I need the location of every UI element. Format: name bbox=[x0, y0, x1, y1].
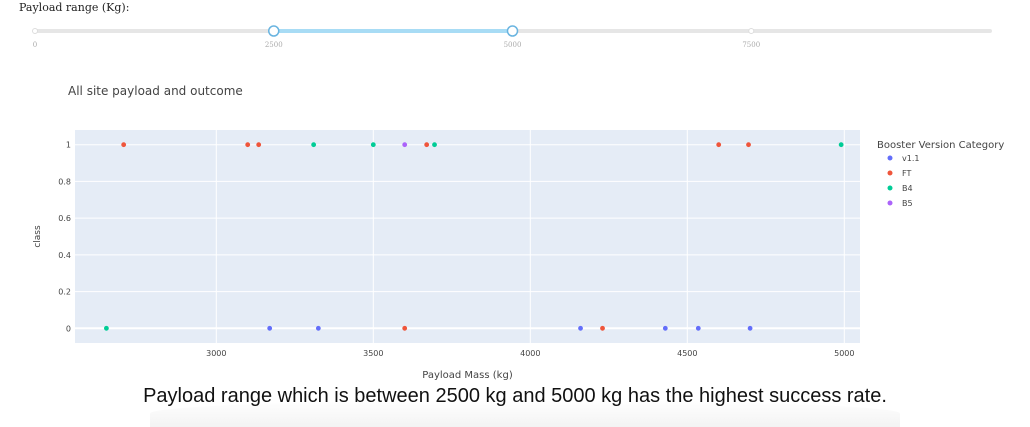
slider-handle-min[interactable] bbox=[268, 25, 280, 37]
data-point-ft bbox=[256, 142, 262, 148]
data-point-v1-1 bbox=[662, 325, 668, 331]
data-point-b5 bbox=[402, 142, 408, 148]
plot-area bbox=[75, 130, 860, 343]
data-point-ft bbox=[716, 142, 722, 148]
slider-mark bbox=[748, 28, 755, 34]
legend-marker bbox=[887, 185, 893, 191]
data-point-v1-1 bbox=[267, 325, 273, 331]
data-point-ft bbox=[600, 325, 605, 331]
data-point-ft bbox=[746, 142, 751, 148]
legend-label: v1.1 bbox=[902, 154, 919, 163]
slider-handle-max[interactable] bbox=[506, 25, 519, 37]
y-tick-label: 0.6 bbox=[58, 214, 71, 223]
data-point-v1-1 bbox=[695, 325, 701, 331]
x-tick-label: 3000 bbox=[206, 349, 226, 358]
data-point-b4 bbox=[311, 142, 317, 148]
payload-range-label: Payload range (Kg): bbox=[19, 1, 130, 14]
legend-title: Booster Version Category bbox=[877, 140, 1004, 151]
legend-marker bbox=[887, 155, 893, 161]
data-point-b4 bbox=[370, 142, 376, 148]
slider-tick-label: 0 bbox=[33, 41, 37, 49]
data-point-v1-1 bbox=[747, 325, 753, 331]
legend-label: B5 bbox=[902, 199, 913, 208]
y-tick-label: 0.8 bbox=[58, 177, 71, 186]
data-point-b4 bbox=[104, 325, 109, 331]
data-point-ft bbox=[245, 142, 251, 148]
x-tick-label: 4000 bbox=[520, 349, 540, 358]
x-tick-label: 5000 bbox=[834, 349, 854, 358]
slider-tick-label: 2500 bbox=[265, 41, 283, 49]
x-tick-label: 3500 bbox=[363, 349, 383, 358]
y-tick-label: 0.4 bbox=[58, 251, 71, 260]
data-point-ft bbox=[121, 142, 127, 148]
payload-range-slider[interactable]: 0 2500 5000 7500 bbox=[0, 0, 1030, 60]
y-tick-label: 0.2 bbox=[58, 288, 71, 297]
legend-label: FT bbox=[902, 169, 911, 178]
caption-text: Payload range which is between 2500 kg a… bbox=[143, 385, 887, 407]
x-axis-label: Payload Mass (kg) bbox=[422, 370, 513, 381]
payload-outcome-scatter-chart: All site payload and outcome 3000 3500 4000… bbox=[33, 84, 1004, 381]
data-point-ft bbox=[402, 325, 408, 331]
data-point-v1-1 bbox=[315, 325, 321, 331]
data-point-b4 bbox=[432, 142, 437, 148]
data-point-ft bbox=[424, 142, 430, 148]
y-axis-label: class bbox=[33, 225, 43, 248]
legend-marker bbox=[887, 170, 893, 176]
data-point-v1-1 bbox=[578, 325, 583, 331]
slider-mark bbox=[32, 28, 38, 34]
data-point-b4 bbox=[838, 142, 844, 148]
y-tick-label: 0 bbox=[66, 324, 71, 333]
slider-tick-label: 7500 bbox=[742, 41, 760, 49]
x-tick-label: 4500 bbox=[677, 349, 697, 358]
bottom-shadow bbox=[150, 400, 900, 427]
legend-marker bbox=[887, 200, 893, 206]
slider-tick-label: 5000 bbox=[504, 41, 522, 49]
chart-title: All site payload and outcome bbox=[68, 84, 243, 98]
legend-label: B4 bbox=[902, 184, 913, 193]
y-tick-label: 1 bbox=[66, 141, 71, 150]
